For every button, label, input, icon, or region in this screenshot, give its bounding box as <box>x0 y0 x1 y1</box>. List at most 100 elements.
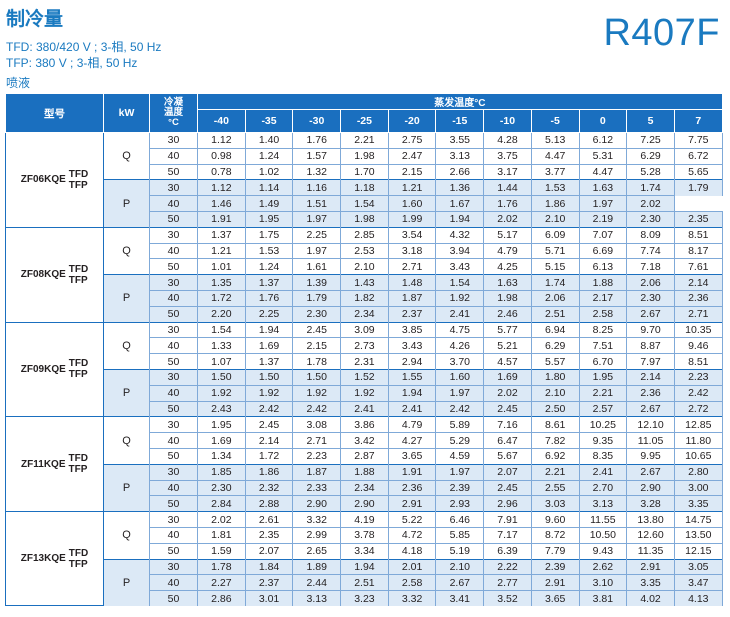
value-cell: 4.18 <box>387 542 437 560</box>
value-cell: 2.06 <box>530 289 580 307</box>
value-cell: 2.61 <box>244 511 294 528</box>
value-cell: 3.13 <box>435 147 485 165</box>
cond-temp-cell: 30 <box>149 274 198 291</box>
value-cell: 1.63 <box>578 179 628 196</box>
table-row: 40 1.33 1.69 2.15 2.73 3.43 4.26 5.21 6.29 7.51 8.… <box>6 337 723 354</box>
value-cell: 7.61 <box>673 258 723 275</box>
value-cell: 2.10 <box>340 258 389 275</box>
value-cell: 2.41 <box>435 305 485 323</box>
model-variant: TFD <box>68 547 89 559</box>
value-cell: 3.52 <box>483 590 532 606</box>
value-cell: 5.65 <box>673 163 723 180</box>
model-variants: TFD TFP <box>69 548 88 570</box>
value-cell: 2.66 <box>435 163 485 180</box>
value-cell: 1.97 <box>435 384 485 402</box>
table-row: 50 1.01 1.24 1.61 2.10 2.71 3.43 4.25 5.15 6.13 7.… <box>6 258 723 275</box>
model-variants: TFD TFP <box>69 453 88 475</box>
value-cell: 6.72 <box>673 147 723 165</box>
value-cell: 2.43 <box>197 400 246 417</box>
value-cell: 2.15 <box>387 163 437 180</box>
table-row: ZF06KQE TFD TFP Q 30 1.12 1.40 1.76 2.21 2.75 3.55… <box>5 131 723 228</box>
value-cell: 1.51 <box>292 195 342 212</box>
value-cell: 2.41 <box>578 463 628 481</box>
value-cell: 8.72 <box>530 526 580 544</box>
value-cell: 1.94 <box>435 210 485 228</box>
evap-temp-header: -5 <box>530 109 580 133</box>
value-cell: 2.45 <box>292 321 342 338</box>
value-cell: 1.72 <box>244 447 294 465</box>
model-variant: TFD <box>68 358 89 370</box>
value-cell: 5.89 <box>435 416 485 433</box>
value-cell: 1.88 <box>578 274 628 291</box>
evap-temp-header: -15 <box>435 109 485 133</box>
value-cell: 2.41 <box>340 400 389 417</box>
value-cell: 1.95 <box>197 416 246 433</box>
table-row: 50 2.43 2.42 2.42 2.41 2.41 2.42 2.45 2.50 2.57 2.… <box>6 400 723 417</box>
value-cell: 2.14 <box>626 368 675 386</box>
cond-temp-cell: 40 <box>149 195 198 212</box>
value-cell: 1.40 <box>244 132 294 149</box>
value-cell: 1.61 <box>292 258 342 275</box>
value-cell: 2.46 <box>483 305 532 323</box>
evap-temp-header: -30 <box>292 109 342 133</box>
value-cell: 1.76 <box>483 195 532 212</box>
model-cell: ZF13KQE TFD TFP <box>5 511 104 607</box>
value-cell: 1.50 <box>197 368 246 386</box>
value-cell: 7.17 <box>483 526 532 544</box>
value-cell: 3.18 <box>387 242 437 259</box>
value-cell: 6.09 <box>530 226 580 244</box>
value-cell: 2.58 <box>387 574 437 591</box>
value-cell: 2.67 <box>626 305 675 323</box>
value-cell: 1.34 <box>197 447 246 465</box>
value-cell: 2.67 <box>435 574 485 591</box>
value-cell: 10.50 <box>578 526 628 544</box>
value-cell: 1.69 <box>244 337 294 354</box>
value-cell: 2.72 <box>673 400 723 417</box>
value-cell: 6.29 <box>626 147 675 165</box>
value-cell: 1.14 <box>244 179 294 196</box>
value-cell: 3.81 <box>578 590 628 606</box>
value-cell: 4.13 <box>673 590 723 606</box>
value-cell: 1.92 <box>197 384 246 402</box>
value-cell: 1.92 <box>244 384 294 402</box>
value-cell: 2.35 <box>244 526 294 544</box>
value-cell: 11.05 <box>626 432 675 449</box>
cond-temp-cell: 50 <box>149 305 198 323</box>
table-row: 50 2.20 2.25 2.30 2.34 2.37 2.41 2.46 2.51 2.58 2.… <box>6 305 723 323</box>
value-cell: 1.39 <box>292 274 342 291</box>
value-cell: 8.51 <box>673 226 723 244</box>
value-cell: 3.70 <box>435 353 485 370</box>
value-cell: 1.74 <box>530 274 580 291</box>
value-cell: 1.49 <box>244 195 294 212</box>
value-cell: 2.42 <box>435 400 485 417</box>
value-cell: 3.78 <box>340 526 389 544</box>
table-row: 40 1.72 1.76 1.79 1.82 1.87 1.92 1.98 2.06 2.17 2.… <box>6 289 723 307</box>
value-cell: 6.47 <box>483 432 532 449</box>
value-cell: 8.61 <box>530 416 580 433</box>
value-cell: 1.76 <box>292 132 342 149</box>
value-cell: 1.89 <box>292 558 342 575</box>
spec-tfp: TFP: 380 V ; 3-相, 50 Hz <box>6 56 138 70</box>
table-row: 50 1.59 2.07 2.65 3.34 4.18 5.19 6.39 7.79 9.43 11… <box>6 542 723 560</box>
value-cell: 7.82 <box>530 432 580 449</box>
value-cell: 6.13 <box>578 258 628 275</box>
cond-temp-cell: 30 <box>149 132 198 149</box>
value-cell: 1.74 <box>626 179 675 196</box>
evap-temp-header: 5 <box>626 109 675 133</box>
value-cell: 1.57 <box>292 147 342 165</box>
value-cell: 3.09 <box>340 321 389 338</box>
value-cell: 8.25 <box>578 321 628 338</box>
value-cell: 2.84 <box>197 495 246 512</box>
table-row: P 30 1.35 1.37 1.39 1.43 1.48 1.54 1.63 1.74 1.88 2… <box>6 274 723 323</box>
value-cell: 4.79 <box>483 242 532 259</box>
value-cell: 3.35 <box>673 495 723 512</box>
table-row: 50 2.86 3.01 3.13 3.23 3.32 3.41 3.52 3.65 3.81 4.… <box>6 590 723 606</box>
value-cell: 3.42 <box>340 432 389 449</box>
value-cell: 1.97 <box>578 195 628 212</box>
model-variant: TFP <box>68 179 88 191</box>
evap-temp-header: -10 <box>483 109 532 133</box>
value-cell: 1.88 <box>340 463 389 481</box>
value-cell: 14.75 <box>673 511 723 528</box>
value-cell: 3.47 <box>673 574 723 591</box>
value-cell: 3.03 <box>530 495 580 512</box>
